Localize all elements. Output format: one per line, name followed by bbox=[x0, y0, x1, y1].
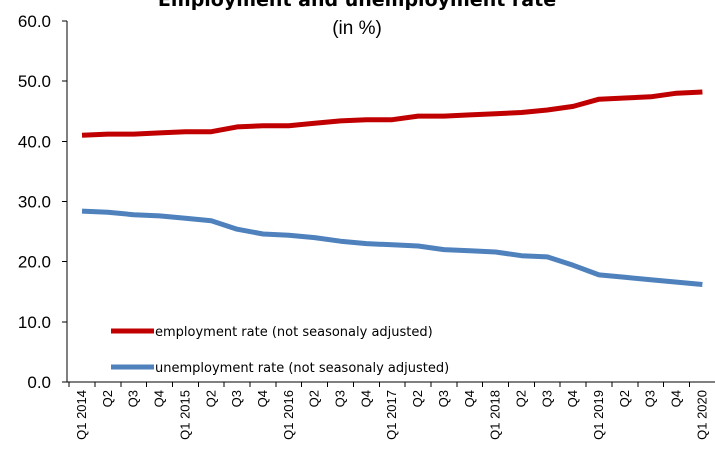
x-tick-label: Q3 bbox=[333, 390, 348, 407]
x-tick-label: Q4 bbox=[152, 390, 167, 407]
x-tick-label: Q2 bbox=[617, 390, 632, 407]
x-tick-label: Q1 2019 bbox=[591, 390, 606, 440]
chart-subtitle: (in %) bbox=[332, 18, 382, 39]
x-tick-label: Q4 bbox=[462, 390, 477, 407]
x-tick-label: Q4 bbox=[565, 390, 580, 407]
x-tick-label: Q3 bbox=[539, 390, 554, 407]
x-tick-label: Q1 2014 bbox=[74, 390, 89, 440]
x-tick-label: Q4 bbox=[358, 390, 373, 407]
x-tick-label: Q2 bbox=[513, 390, 528, 407]
y-tick-label: 40.0 bbox=[18, 132, 51, 151]
x-tick-label: Q1 2017 bbox=[384, 390, 399, 440]
x-tick-label: Q1 2020 bbox=[694, 390, 709, 440]
y-tick-label: 20.0 bbox=[18, 253, 51, 272]
y-tick-label: 60.0 bbox=[18, 12, 51, 31]
x-tick-label: Q2 bbox=[100, 390, 115, 407]
y-axis: 0.0 10.0 20.0 30.0 40.0 50.0 60.0 bbox=[18, 12, 68, 392]
employment-rate-line bbox=[81, 89, 703, 138]
series-layer bbox=[81, 89, 703, 287]
y-tick-label: 0.0 bbox=[27, 373, 51, 392]
x-tick-label: Q2 bbox=[410, 390, 425, 407]
x-tick-label: Q2 bbox=[203, 390, 218, 407]
x-tick-label: Q3 bbox=[229, 390, 244, 407]
x-axis: Q1 2014 Q2 Q3 Q4 Q1 2015 Q2 Q3 Q4 Q1 2016 Q2 Q3 Q4 Q… bbox=[67, 381, 715, 440]
chart-title: Employment and unemployment rate bbox=[158, 0, 556, 11]
x-tick-label: Q1 2016 bbox=[281, 390, 296, 440]
x-tick-label: Q2 bbox=[307, 390, 322, 407]
y-tick-label: 10.0 bbox=[18, 313, 51, 332]
x-tick-label: Q3 bbox=[436, 390, 451, 407]
x-tick-label: Q3 bbox=[126, 390, 141, 407]
x-tick-label: Q1 2015 bbox=[177, 390, 192, 440]
legend-label: employment rate (not seasonaly adjusted) bbox=[155, 325, 433, 340]
x-tick-label: Q4 bbox=[669, 390, 684, 407]
x-tick-label: Q4 bbox=[255, 390, 270, 407]
x-tick-label: Q3 bbox=[643, 390, 658, 407]
x-tick-label: Q1 2018 bbox=[488, 390, 503, 440]
y-tick-label: 30.0 bbox=[18, 193, 51, 212]
legend: employment rate (not seasonaly adjusted)… bbox=[111, 325, 449, 376]
legend-label: unemployment rate (not seasonaly adjuste… bbox=[155, 361, 449, 376]
y-tick-label: 50.0 bbox=[18, 72, 51, 91]
unemployment-rate-line bbox=[81, 208, 703, 287]
